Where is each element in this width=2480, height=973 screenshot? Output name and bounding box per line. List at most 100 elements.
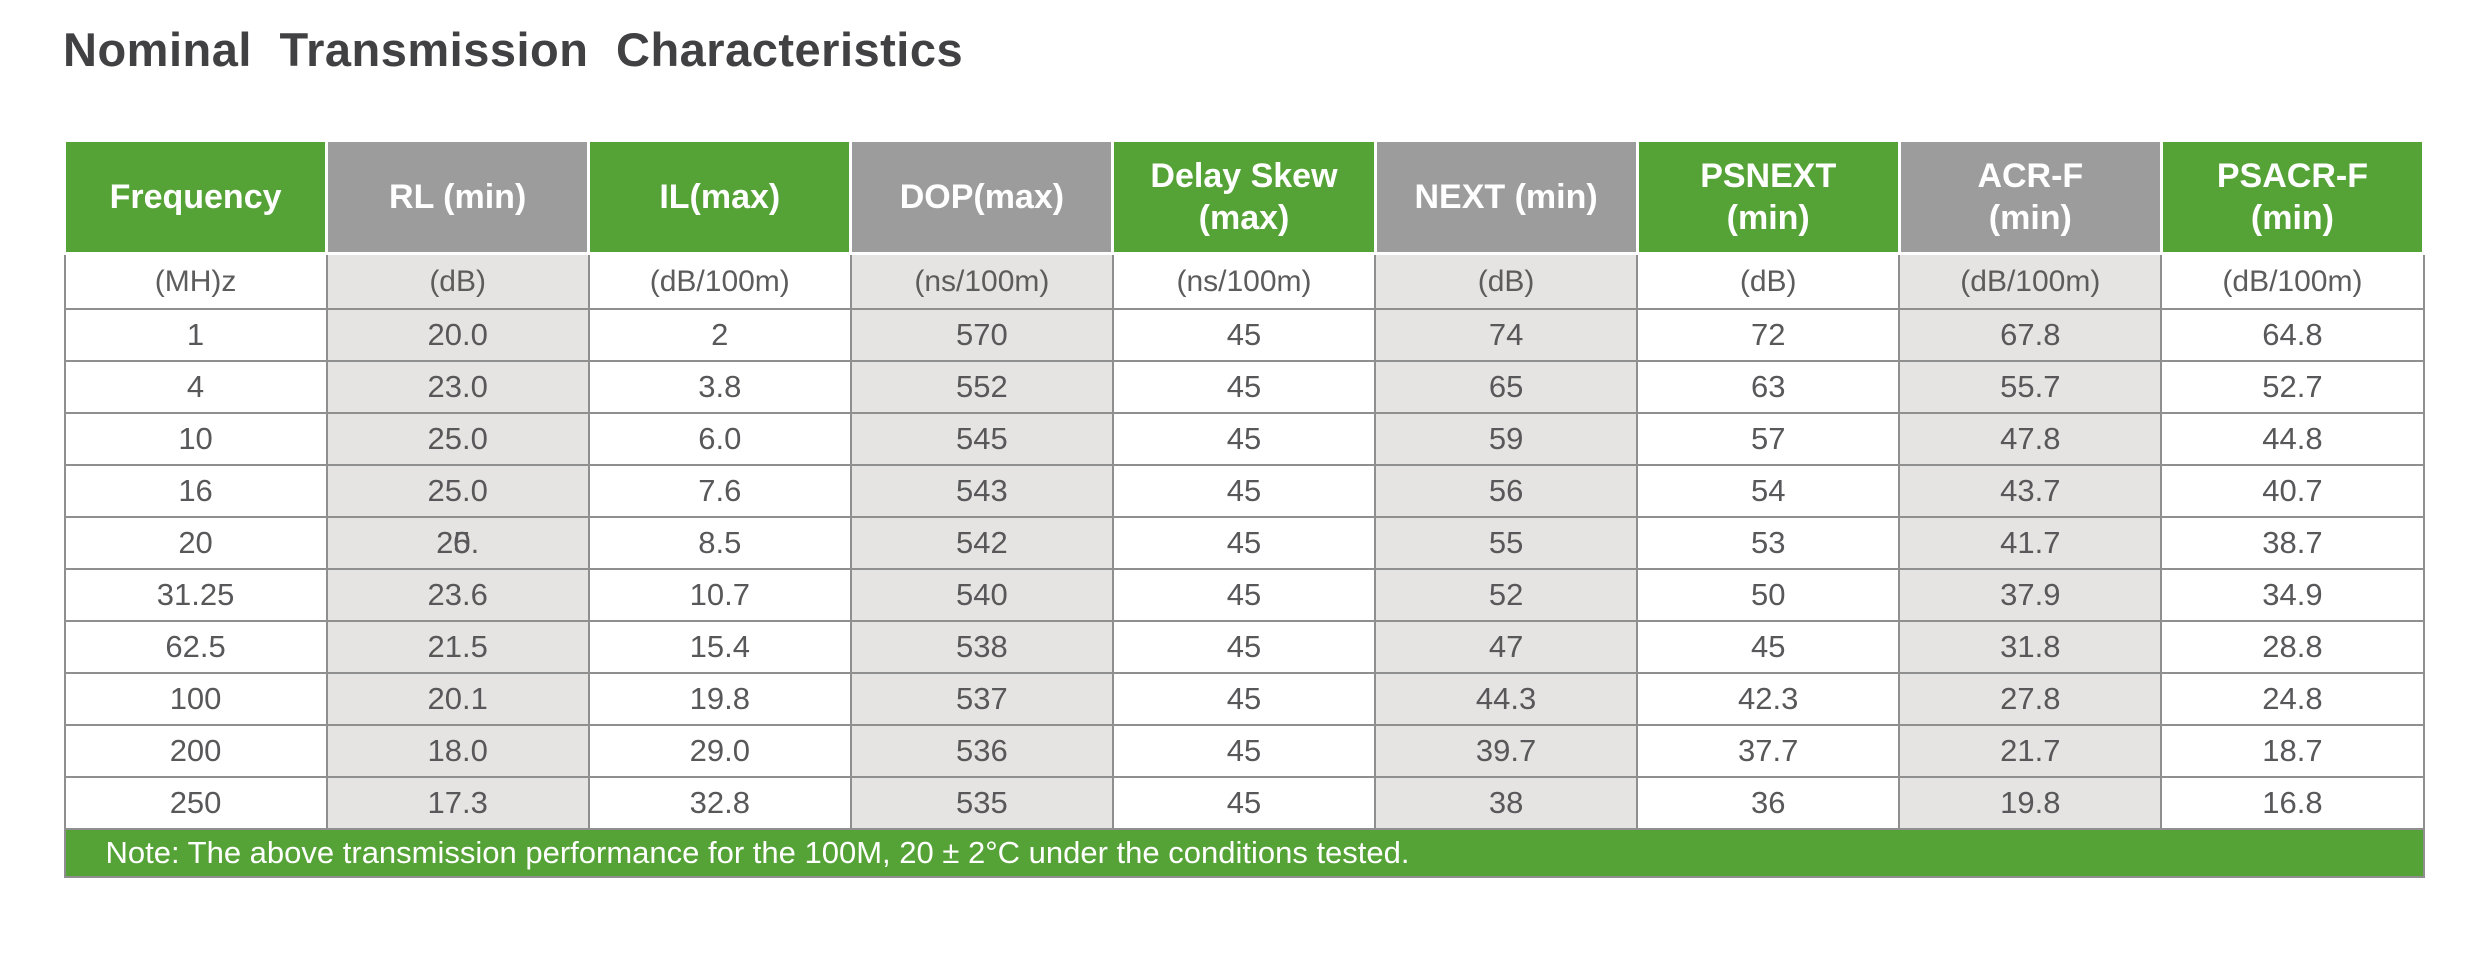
cell-psnext-min: 50 xyxy=(1636,568,1901,622)
table-row: 1 20.0 2 570 45 74 72 67.8 64.8 xyxy=(63,308,2425,362)
cell-psnext-min: 36 xyxy=(1636,776,1901,830)
col-header-psacr-f-min: PSACR-F (min) xyxy=(2159,142,2426,255)
cell-delay-skew-max: 45 xyxy=(1111,724,1377,778)
table-row: 250 17.3 32.8 535 45 38 36 19.8 16.8 xyxy=(63,776,2425,830)
cell-frequency: 100 xyxy=(63,672,328,726)
cell-psacr-f-min: 34.9 xyxy=(2160,568,2425,622)
table-note: Note: The above transmission performance… xyxy=(63,828,2425,878)
table-row: 200 18.0 29.0 536 45 39.7 37.7 21.7 18.7 xyxy=(63,724,2425,778)
misprint-base: 2 xyxy=(436,525,454,560)
cell-next-min: 74 xyxy=(1374,308,1639,362)
cell-frequency: 1 xyxy=(63,308,328,362)
cell-il-max: 15.4 xyxy=(587,620,852,674)
cell-psacr-f-min: 28.8 xyxy=(2160,620,2425,674)
misprint-tail: . xyxy=(470,525,480,560)
cell-frequency: 62.5 xyxy=(63,620,328,674)
cell-delay-skew-max: 45 xyxy=(1111,464,1377,518)
table-row: 20 2 0 5. 8.5 542 45 55 53 41.7 38.7 xyxy=(63,516,2425,570)
cell-dop-max: 570 xyxy=(849,308,1114,362)
table-row: 31.25 23.6 10.7 540 45 52 50 37.9 34.9 xyxy=(63,568,2425,622)
cell-acr-f-min: 27.8 xyxy=(1898,672,2163,726)
unit-cell-next-min: (dB) xyxy=(1374,252,1639,310)
cell-psacr-f-min: 16.8 xyxy=(2160,776,2425,830)
cell-delay-skew-max: 45 xyxy=(1111,516,1377,570)
cell-psacr-f-min: 52.7 xyxy=(2160,360,2425,414)
table-header-row: Frequency RL (min) IL(max) DOP(max) Delay Sk… xyxy=(62,142,2426,255)
cell-dop-max: 542 xyxy=(849,516,1114,570)
cell-psnext-min: 57 xyxy=(1636,412,1901,466)
cell-acr-f-min: 37.9 xyxy=(1898,568,2163,622)
cell-dop-max: 536 xyxy=(849,724,1114,778)
cell-delay-skew-max: 45 xyxy=(1111,412,1377,466)
cell-dop-max: 545 xyxy=(849,412,1114,466)
cell-psacr-f-min: 40.7 xyxy=(2160,464,2425,518)
cell-delay-skew-max: 45 xyxy=(1111,360,1377,414)
overlapped-digit: 5 xyxy=(453,525,471,560)
cell-il-max: 3.8 xyxy=(587,360,852,414)
cell-rl-min: 17.3 xyxy=(325,776,590,830)
col-header-dop-max: DOP(max) xyxy=(849,142,1115,255)
cell-acr-f-min: 55.7 xyxy=(1898,360,2163,414)
cell-il-max: 29.0 xyxy=(587,724,852,778)
table-header: Frequency RL (min) IL(max) DOP(max) Delay Sk… xyxy=(62,142,2426,255)
cell-next-min: 38 xyxy=(1374,776,1639,830)
cell-next-min: 44.3 xyxy=(1374,672,1639,726)
cell-il-max: 7.6 xyxy=(587,464,852,518)
cell-next-min: 65 xyxy=(1374,360,1639,414)
cell-frequency: 16 xyxy=(63,464,328,518)
unit-cell-psacr-f-min: (dB/100m) xyxy=(2160,252,2425,310)
cell-psnext-min: 54 xyxy=(1636,464,1901,518)
col-header-delay-skew-max: Delay Skew (max) xyxy=(1111,142,1377,255)
cell-psacr-f-min: 24.8 xyxy=(2160,672,2425,726)
transmission-characteristics-table: Frequency RL (min) IL(max) DOP(max) Delay Sk… xyxy=(62,142,2426,878)
cell-frequency: 200 xyxy=(63,724,328,778)
unit-cell-acr-f-min: (dB/100m) xyxy=(1898,252,2163,310)
cell-psacr-f-min: 38.7 xyxy=(2160,516,2425,570)
col-header-next-min: NEXT (min) xyxy=(1373,142,1639,255)
cell-frequency: 20 xyxy=(63,516,328,570)
cell-psnext-min: 53 xyxy=(1636,516,1901,570)
cell-psacr-f-min: 64.8 xyxy=(2160,308,2425,362)
col-header-frequency: Frequency xyxy=(62,142,329,255)
table-body: (MH)z (dB) (dB/100m) (ns/100m) (ns/100m) (dB)… xyxy=(63,252,2425,878)
cell-il-max: 19.8 xyxy=(587,672,852,726)
cell-next-min: 55 xyxy=(1374,516,1639,570)
cell-dop-max: 543 xyxy=(849,464,1114,518)
cell-rl-min: 23.6 xyxy=(325,568,590,622)
cell-dop-max: 537 xyxy=(849,672,1114,726)
cell-psacr-f-min: 18.7 xyxy=(2160,724,2425,778)
cell-rl-min: 18.0 xyxy=(325,724,590,778)
cell-il-max: 6.0 xyxy=(587,412,852,466)
cell-acr-f-min: 19.8 xyxy=(1898,776,2163,830)
table-row: 4 23.0 3.8 552 45 65 63 55.7 52.7 xyxy=(63,360,2425,414)
cell-psnext-min: 37.7 xyxy=(1636,724,1901,778)
cell-il-max: 2 xyxy=(587,308,852,362)
unit-cell-frequency: (MH)z xyxy=(63,252,328,310)
cell-next-min: 47 xyxy=(1374,620,1639,674)
cell-rl-min: 25.0 xyxy=(325,412,590,466)
cell-delay-skew-max: 45 xyxy=(1111,776,1377,830)
cell-dop-max: 552 xyxy=(849,360,1114,414)
unit-cell-delay-skew-max: (ns/100m) xyxy=(1111,252,1377,310)
cell-frequency: 250 xyxy=(63,776,328,830)
overlapped-digit: 0 xyxy=(453,525,471,560)
cell-il-max: 10.7 xyxy=(587,568,852,622)
cell-dop-max: 540 xyxy=(849,568,1114,622)
cell-next-min: 56 xyxy=(1374,464,1639,518)
cell-il-max: 8.5 xyxy=(587,516,852,570)
cell-psnext-min: 63 xyxy=(1636,360,1901,414)
unit-cell-rl-min: (dB) xyxy=(325,252,590,310)
table-note-row: Note: The above transmission performance… xyxy=(63,828,2425,878)
cell-psacr-f-min: 44.8 xyxy=(2160,412,2425,466)
table-row: 10 25.0 6.0 545 45 59 57 47.8 44.8 xyxy=(63,412,2425,466)
cell-il-max: 32.8 xyxy=(587,776,852,830)
cell-acr-f-min: 47.8 xyxy=(1898,412,2163,466)
cell-acr-f-min: 43.7 xyxy=(1898,464,2163,518)
cell-next-min: 52 xyxy=(1374,568,1639,622)
cell-delay-skew-max: 45 xyxy=(1111,672,1377,726)
cell-acr-f-min: 67.8 xyxy=(1898,308,2163,362)
cell-delay-skew-max: 45 xyxy=(1111,308,1377,362)
table-row: 62.5 21.5 15.4 538 45 47 45 31.8 28.8 xyxy=(63,620,2425,674)
